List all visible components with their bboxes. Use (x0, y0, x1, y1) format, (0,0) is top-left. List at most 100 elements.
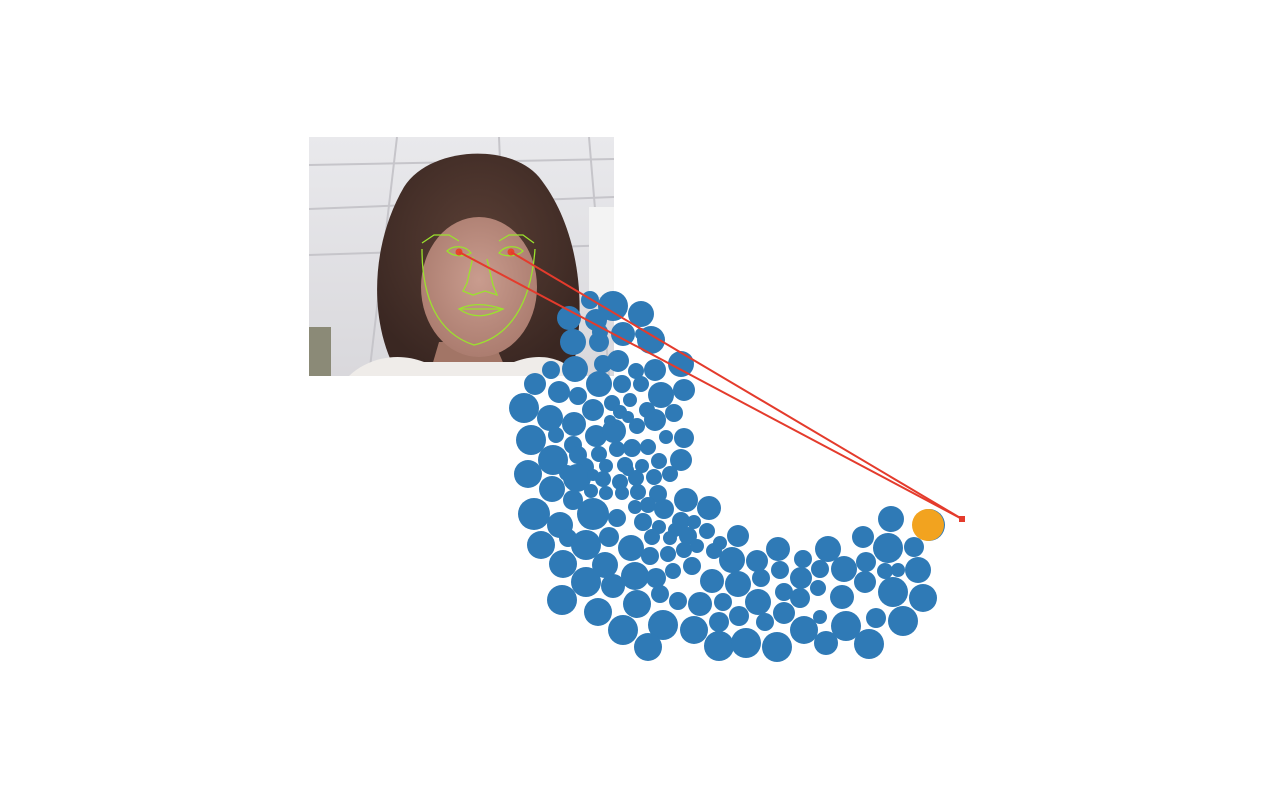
bubble (856, 552, 876, 572)
bubble (752, 569, 770, 587)
bubble (810, 580, 826, 596)
right-brow (498, 234, 535, 244)
bubble (773, 602, 795, 624)
bubble (623, 590, 651, 618)
bubble (601, 574, 625, 598)
bubble (854, 571, 876, 593)
shelf (589, 207, 614, 297)
face-mesh (421, 234, 536, 346)
bubble (562, 412, 586, 436)
bubble (524, 373, 546, 395)
bubble (719, 547, 745, 573)
bubble (766, 537, 790, 561)
bubble (665, 563, 681, 579)
bubble (731, 628, 761, 658)
bubble (613, 375, 631, 393)
bubble (659, 430, 673, 444)
bubble (674, 488, 698, 512)
bubble (599, 527, 619, 547)
bubble (608, 615, 638, 645)
bubble (577, 498, 609, 530)
bubble (629, 418, 645, 434)
bubble (584, 484, 598, 498)
bubble (634, 513, 652, 531)
bubble (644, 409, 666, 431)
bubble (584, 598, 612, 626)
bubble (537, 405, 563, 431)
bubble (633, 376, 649, 392)
bubble (608, 509, 626, 527)
webcam-image (309, 137, 614, 376)
bubble (688, 592, 712, 616)
bubble (830, 585, 854, 609)
gaze-line-left (458, 251, 963, 520)
bubble (591, 446, 607, 462)
bubble (516, 425, 546, 455)
bubble (587, 469, 599, 481)
bubble (518, 498, 550, 530)
bubble (542, 361, 560, 379)
bubble (622, 411, 634, 423)
bubble (706, 543, 722, 559)
bubble (813, 610, 827, 624)
bubble (598, 291, 628, 321)
bubble (539, 476, 565, 502)
bubble (704, 631, 734, 661)
bubble (615, 486, 629, 500)
bubble (635, 459, 649, 473)
bubble (563, 490, 583, 510)
bubble (562, 356, 588, 382)
bubble (852, 526, 874, 548)
gaze-line-right (510, 251, 963, 520)
bubble (527, 531, 555, 559)
bubble (586, 371, 612, 397)
bubble (641, 547, 659, 565)
bubble (628, 363, 644, 379)
bubble (651, 453, 667, 469)
bubble (581, 291, 599, 309)
bubble (547, 585, 577, 615)
bubble (687, 515, 701, 529)
bubble (634, 633, 662, 661)
bubble (697, 496, 721, 520)
bubble (604, 415, 616, 427)
shirt (349, 356, 579, 376)
bubble (665, 404, 683, 422)
bubble (746, 550, 768, 572)
bubble (790, 616, 818, 644)
bubble (674, 428, 694, 448)
bubble (654, 499, 674, 519)
bubble (651, 585, 669, 603)
bubble (538, 445, 568, 475)
bubble (904, 537, 924, 557)
bubble (709, 612, 729, 632)
bubble (611, 322, 635, 346)
bubble (700, 569, 724, 593)
bubble (630, 484, 646, 500)
bubble (646, 469, 662, 485)
bubble (569, 387, 587, 405)
bubble (609, 441, 625, 457)
bubble (888, 606, 918, 636)
bubble (509, 393, 539, 423)
bubble (599, 459, 613, 473)
plant (309, 327, 331, 376)
bubble-group (509, 291, 945, 662)
bubble (582, 399, 604, 421)
bubble (585, 425, 607, 447)
bubble (662, 466, 678, 482)
bubble (607, 350, 629, 372)
bubble (648, 610, 678, 640)
bubble (640, 497, 656, 513)
bubble (790, 567, 812, 589)
right-eye-outline (498, 246, 524, 257)
bubble (831, 556, 857, 582)
bubble (714, 593, 732, 611)
bubble (646, 568, 666, 588)
left-eye-outline (446, 246, 472, 257)
bubble (571, 530, 601, 560)
bubble (775, 583, 793, 601)
bubble (699, 523, 715, 539)
bubble (673, 379, 695, 401)
